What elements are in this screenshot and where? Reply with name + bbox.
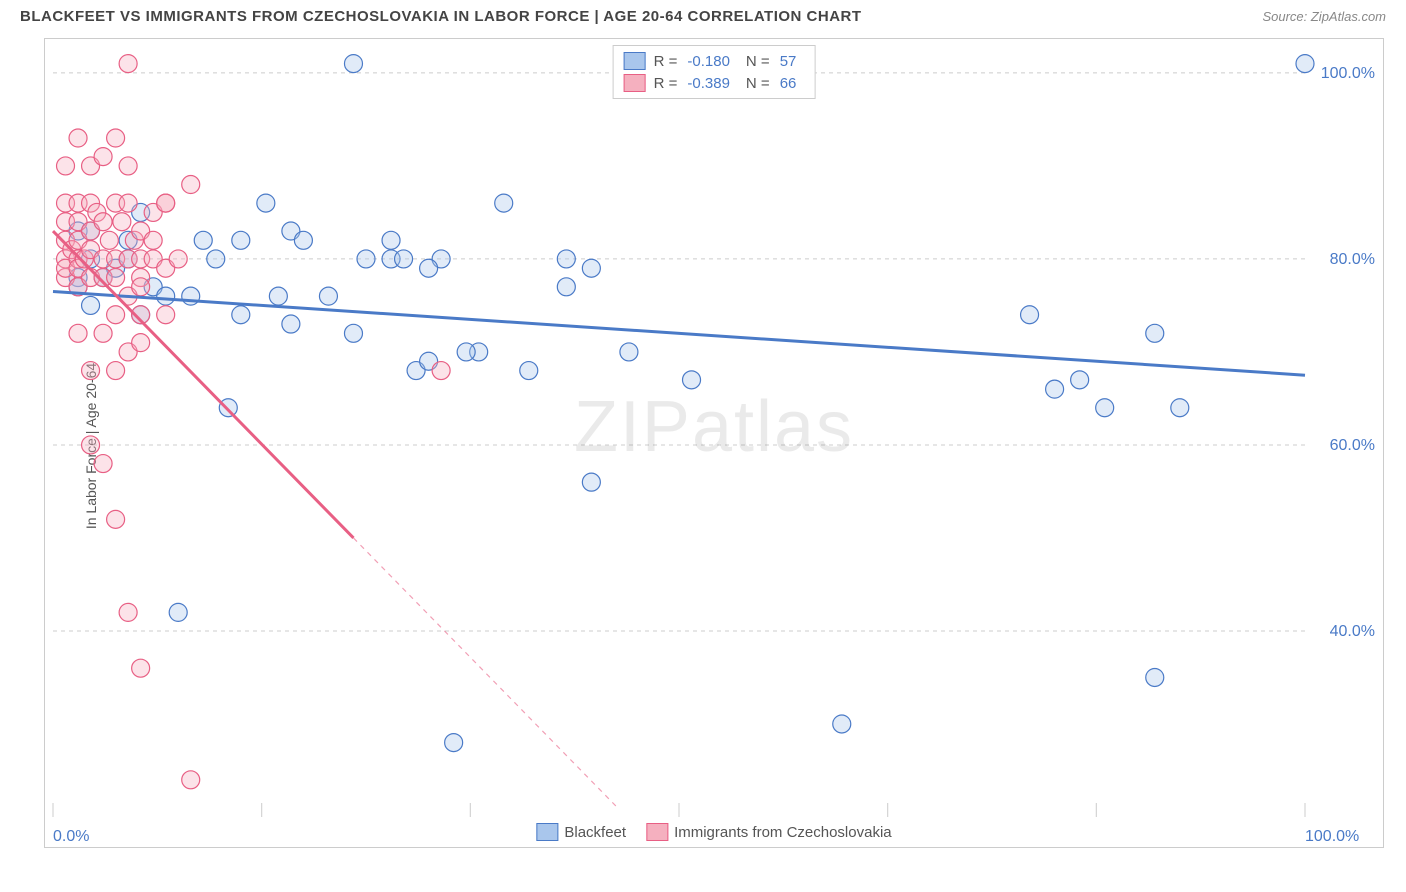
r-value-czech: -0.389 — [685, 75, 738, 92]
svg-text:60.0%: 60.0% — [1330, 437, 1375, 454]
svg-text:100.0%: 100.0% — [1321, 65, 1375, 82]
svg-text:80.0%: 80.0% — [1330, 251, 1375, 268]
source-label: Source: ZipAtlas.com — [1262, 9, 1386, 24]
svg-text:100.0%: 100.0% — [1305, 828, 1359, 845]
legend-item-czech: Immigrants from Czechoslovakia — [646, 823, 892, 841]
n-value-blackfeet: 57 — [778, 53, 805, 70]
chart-container: ZIPatlas R = -0.180 N = 57 R = -0.389 N … — [44, 38, 1384, 848]
svg-text:40.0%: 40.0% — [1330, 623, 1375, 640]
legend-item-blackfeet: Blackfeet — [536, 823, 626, 841]
legend-row-blackfeet: R = -0.180 N = 57 — [624, 50, 805, 72]
legend-row-czech: R = -0.389 N = 66 — [624, 72, 805, 94]
r-value-blackfeet: -0.180 — [685, 53, 738, 70]
swatch-icon — [646, 823, 668, 841]
swatch-blackfeet — [624, 52, 646, 70]
correlation-legend: R = -0.180 N = 57 R = -0.389 N = 66 — [613, 45, 816, 99]
chart-title: BLACKFEET VS IMMIGRANTS FROM CZECHOSLOVA… — [20, 8, 862, 25]
swatch-czech — [624, 74, 646, 92]
svg-text:0.0%: 0.0% — [53, 828, 89, 845]
series-legend: Blackfeet Immigrants from Czechoslovakia — [530, 821, 897, 843]
swatch-icon — [536, 823, 558, 841]
n-value-czech: 66 — [778, 75, 805, 92]
scatter-plot: 40.0% 60.0% 80.0% 100.0% 0.0% 100.0% — [45, 39, 1385, 849]
